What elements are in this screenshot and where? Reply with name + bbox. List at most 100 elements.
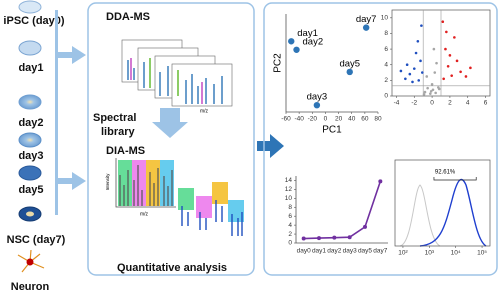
volcano-point [399, 69, 403, 73]
y-tick-label: 2 [288, 231, 292, 238]
volcano-point [414, 51, 418, 55]
volcano-point [459, 70, 462, 74]
volcano-point [433, 71, 437, 74]
volcano-point [422, 93, 426, 96]
x-tick-label: 0 [430, 100, 434, 107]
volcano-point [404, 77, 407, 81]
x-tick-label: -40 [294, 116, 304, 123]
axis [295, 176, 388, 244]
volcano-point [448, 54, 452, 57]
sample-curve [419, 178, 487, 247]
volcano-point [437, 87, 441, 91]
x-tick-label: day1 [312, 248, 326, 255]
x-tick-label: 10⁴ [451, 250, 461, 257]
volcano-point [412, 67, 416, 70]
y-tick-label: 4 [384, 61, 388, 68]
flow-arrows [55, 10, 284, 215]
volcano-point [444, 47, 447, 51]
neuron-icon [17, 249, 45, 273]
y-tick-label: 10 [285, 195, 293, 202]
cell-nucleus [26, 211, 34, 217]
x-tick-label: day2 [327, 248, 341, 255]
volcano-point [423, 90, 427, 94]
step-title: Quantitative analysis [117, 262, 227, 274]
x-tick-label: day0 [297, 248, 311, 255]
x-tick-label: 2 [448, 100, 452, 107]
x-tick-label: 20 [335, 116, 343, 123]
volcano-point [405, 63, 409, 67]
y-tick-label: 6 [288, 213, 292, 220]
spectra-stack [121, 39, 233, 107]
volcano-point [453, 36, 456, 39]
trend-point [301, 236, 306, 241]
x-tick-label: day5 [358, 248, 372, 255]
x-tick-label: -2 [411, 100, 417, 107]
cell-icon [18, 0, 42, 14]
volcano-point [469, 66, 472, 70]
y-tick-label: 8 [288, 204, 292, 211]
y-tick-label: 12 [285, 186, 293, 193]
dia-windows [115, 158, 244, 236]
bracket [55, 10, 58, 215]
gate-label: 92.61% [435, 170, 456, 176]
x-tick-label: -4 [394, 100, 400, 107]
plot-frame [394, 159, 491, 247]
volcano-point [420, 24, 423, 27]
y-tick-label: 10 [381, 15, 389, 22]
cell-column: iPSC (day0) day1 day2 day3 day5 NSC (day… [3, 0, 66, 293]
y-tick-label: 8 [384, 30, 388, 37]
volcano-point [419, 59, 422, 63]
point-label: day1 [297, 28, 318, 39]
point-label: day2 [303, 36, 324, 47]
y-tick-label: 2 [384, 77, 388, 84]
gate [433, 177, 477, 181]
trend-point [317, 236, 321, 241]
step-title: library [101, 126, 136, 138]
cell-label: NSC (day7) [7, 234, 66, 246]
cell-label: iPSC (day0) [3, 15, 64, 27]
results-panel [263, 2, 498, 276]
arrow [58, 46, 86, 64]
volcano-point [442, 77, 445, 81]
volcano-point [408, 72, 412, 76]
pca-point [288, 38, 295, 45]
x-tick-label: 80 [374, 116, 382, 123]
y-tick-label: 0 [288, 240, 292, 247]
cell-label: day3 [18, 150, 43, 162]
x-tick-label: 60 [361, 116, 369, 123]
volcano-point [455, 59, 459, 63]
x-tick-label: day3 [343, 248, 357, 255]
control-curve [399, 184, 441, 247]
cell-icon [18, 132, 42, 148]
cell-label: day1 [18, 62, 43, 74]
arrow [58, 172, 86, 190]
volcano-point [431, 88, 435, 92]
step-title: DIA-MS [106, 145, 145, 157]
cell-label: day2 [18, 117, 43, 129]
volcano-point [432, 47, 436, 51]
cell-icon [18, 40, 42, 56]
volcano-point [426, 86, 429, 90]
x-tick-label: 10⁵ [477, 250, 487, 257]
volcano-point [411, 80, 414, 84]
pca-point [346, 68, 353, 76]
pca-point [293, 46, 300, 53]
volcano-point [434, 91, 437, 95]
x-axis-label: PC1 [322, 125, 342, 136]
trend-point [347, 235, 352, 240]
pca-point [313, 101, 321, 109]
axis-label: Intensity [105, 173, 110, 191]
x-tick-label: -20 [308, 116, 318, 123]
y-tick-label: 6 [384, 46, 388, 53]
volcano-point [464, 75, 468, 78]
cell-icon [18, 165, 42, 181]
cell-label: day5 [18, 184, 43, 196]
volcano-point [441, 20, 445, 24]
pca-point [362, 24, 370, 31]
y-tick-label: 14 [285, 177, 293, 184]
neuron-body [26, 258, 34, 266]
y-tick-label: 0 [384, 93, 388, 100]
x-tick-label: 4 [466, 100, 470, 107]
x-tick-label: 10³ [425, 250, 435, 257]
x-tick-label: 10² [398, 250, 408, 257]
